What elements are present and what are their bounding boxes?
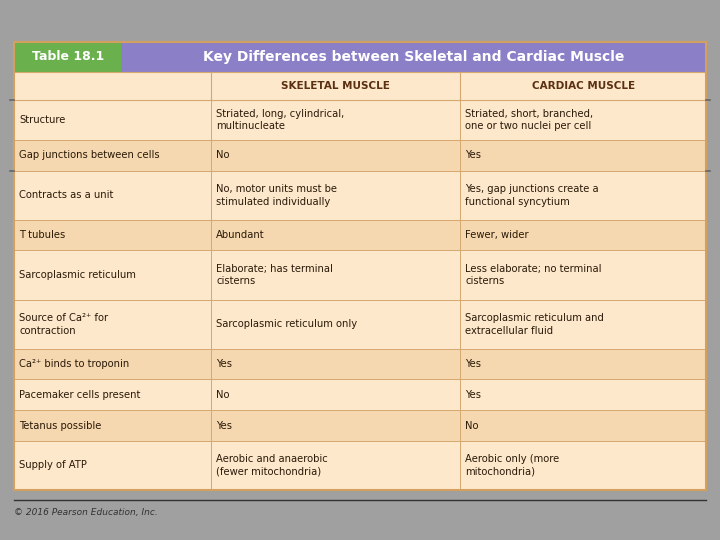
Text: Tetanus possible: Tetanus possible xyxy=(19,421,102,430)
Bar xyxy=(14,380,706,410)
Bar xyxy=(14,349,706,380)
Text: Yes, gap junctions create a
functional syncytium: Yes, gap junctions create a functional s… xyxy=(465,184,599,207)
Text: Aerobic only (more
mitochondria): Aerobic only (more mitochondria) xyxy=(465,454,559,477)
Text: Table 18.1: Table 18.1 xyxy=(32,51,104,64)
Bar xyxy=(14,100,706,140)
Text: No: No xyxy=(216,390,230,400)
Text: Contracts as a unit: Contracts as a unit xyxy=(19,190,113,200)
Text: Yes: Yes xyxy=(465,150,482,160)
Text: No, motor units must be
stimulated individually: No, motor units must be stimulated indiv… xyxy=(216,184,337,207)
Text: No: No xyxy=(465,421,479,430)
Text: © 2016 Pearson Education, Inc.: © 2016 Pearson Education, Inc. xyxy=(14,508,158,517)
Text: Key Differences between Skeletal and Cardiac Muscle: Key Differences between Skeletal and Car… xyxy=(203,50,624,64)
Text: Sarcoplasmic reticulum only: Sarcoplasmic reticulum only xyxy=(216,319,357,329)
Text: Less elaborate; no terminal
cisterns: Less elaborate; no terminal cisterns xyxy=(465,264,602,286)
Text: Striated, long, cylindrical,
multinucleate: Striated, long, cylindrical, multinuclea… xyxy=(216,109,344,131)
Bar xyxy=(14,42,121,72)
Bar xyxy=(14,42,706,490)
Text: CARDIAC MUSCLE: CARDIAC MUSCLE xyxy=(531,81,635,91)
Text: Yes: Yes xyxy=(216,421,233,430)
Text: Yes: Yes xyxy=(216,359,233,369)
Bar xyxy=(121,42,706,72)
Text: Source of Ca²⁺ for
contraction: Source of Ca²⁺ for contraction xyxy=(19,313,108,335)
Bar xyxy=(14,140,706,171)
Bar xyxy=(14,42,706,490)
Text: Sarcoplasmic reticulum: Sarcoplasmic reticulum xyxy=(19,270,136,280)
Text: T tubules: T tubules xyxy=(19,230,66,240)
Bar xyxy=(14,72,706,100)
Bar xyxy=(14,251,706,300)
Text: Elaborate; has terminal
cisterns: Elaborate; has terminal cisterns xyxy=(216,264,333,286)
Bar xyxy=(14,441,706,490)
Text: Structure: Structure xyxy=(19,115,66,125)
Text: Sarcoplasmic reticulum and
extracellular fluid: Sarcoplasmic reticulum and extracellular… xyxy=(465,313,604,335)
Bar xyxy=(14,300,706,349)
Text: Aerobic and anaerobic
(fewer mitochondria): Aerobic and anaerobic (fewer mitochondri… xyxy=(216,454,328,477)
Bar xyxy=(14,171,706,220)
Text: Ca²⁺ binds to troponin: Ca²⁺ binds to troponin xyxy=(19,359,130,369)
Text: Striated, short, branched,
one or two nuclei per cell: Striated, short, branched, one or two nu… xyxy=(465,109,593,131)
Text: No: No xyxy=(216,150,230,160)
Text: Fewer, wider: Fewer, wider xyxy=(465,230,529,240)
Text: Yes: Yes xyxy=(465,359,482,369)
Bar xyxy=(14,410,706,441)
Text: Supply of ATP: Supply of ATP xyxy=(19,461,87,470)
Text: Pacemaker cells present: Pacemaker cells present xyxy=(19,390,140,400)
Text: Abundant: Abundant xyxy=(216,230,265,240)
Text: Gap junctions between cells: Gap junctions between cells xyxy=(19,150,160,160)
Text: SKELETAL MUSCLE: SKELETAL MUSCLE xyxy=(282,81,390,91)
Text: Yes: Yes xyxy=(465,390,482,400)
Bar xyxy=(14,220,706,251)
